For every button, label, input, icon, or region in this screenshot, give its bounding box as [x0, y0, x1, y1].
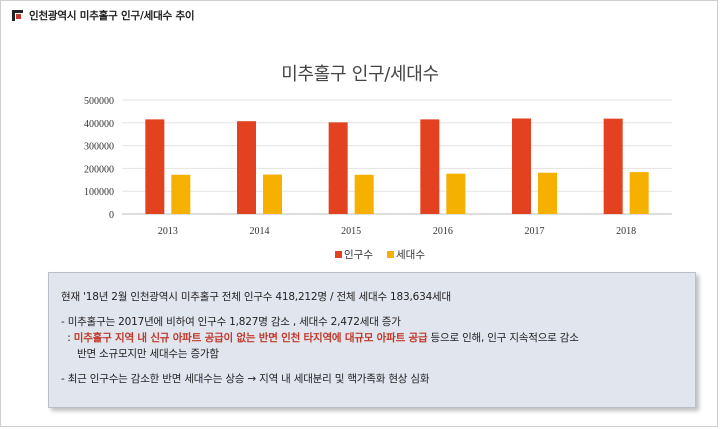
bar-households: [538, 172, 557, 214]
legend-swatch: [335, 251, 342, 258]
y-tick-label: 300000: [84, 142, 114, 153]
note-line-3-rest: 등으로 인해, 인구 지속적으로 감소: [427, 332, 579, 344]
y-tick-label: 200000: [84, 164, 114, 175]
bar-households: [171, 174, 191, 214]
bar-chart: 0 100000 200000 300000 400000 500000 2013 2014 2…: [84, 96, 672, 261]
bar-households: [446, 173, 466, 214]
bar-households: [354, 174, 374, 214]
bar-population: [512, 118, 531, 214]
y-tick-label: 500000: [84, 96, 114, 107]
bar-population: [603, 118, 623, 214]
chart-title: 미추홀구 인구/세대수: [281, 64, 439, 85]
bar-population: [237, 121, 256, 214]
page-header: 인천광역시 미추홀구 인구/세대수 추이: [12, 6, 195, 24]
x-tick-label: 2017: [525, 226, 545, 237]
note-line-3-prefix: :: [61, 332, 74, 344]
x-tick-label: 2016: [433, 226, 453, 237]
title-bullet-icon: [12, 9, 23, 21]
page-title: 인천광역시 미추홀구 인구/세대수 추이: [29, 9, 195, 22]
x-tick-label: 2014: [250, 226, 270, 237]
x-tick-label: 2018: [616, 226, 636, 237]
note-line-3: : 미추홀구 지역 내 신규 아파트 공급이 없는 반면 인천 타지역에 대규모…: [61, 330, 685, 346]
note-line-1: 현재 '18년 2월 인천광역시 미추홀구 전체 인구수 418,212명 / …: [61, 291, 451, 303]
legend-label: 세대수: [396, 249, 425, 261]
y-tick-label: 100000: [84, 187, 114, 198]
x-tick-label: 2013: [158, 226, 178, 237]
note-line-5: - 최근 인구수는 감소한 반면 세대수는 상승 → 지역 내 세대분리 및 핵…: [61, 373, 430, 385]
summary-note-box: 현재 '18년 2월 인천광역시 미추홀구 전체 인구수 418,212명 / …: [48, 272, 696, 408]
legend-label: 인구수: [344, 249, 373, 261]
bar-population: [420, 119, 440, 214]
y-tick-label: 0: [109, 210, 114, 221]
bar-households: [263, 174, 282, 214]
note-line-2: - 미추홀구는 2017년에 비하여 인구수 1,827명 감소 , 세대수 2…: [61, 316, 401, 328]
bar-population: [145, 119, 165, 214]
x-tick-label: 2015: [341, 226, 361, 237]
note-line-4: 반면 소규모지만 세대수는 증가함: [77, 348, 219, 360]
y-tick-label: 400000: [84, 119, 114, 130]
note-highlight: 미추홀구 지역 내 신규 아파트 공급이 없는 반면 인천 타지역에 대규모 아…: [73, 332, 428, 344]
bar-population: [328, 122, 348, 214]
legend-swatch: [387, 251, 394, 258]
bar-households: [629, 172, 649, 214]
